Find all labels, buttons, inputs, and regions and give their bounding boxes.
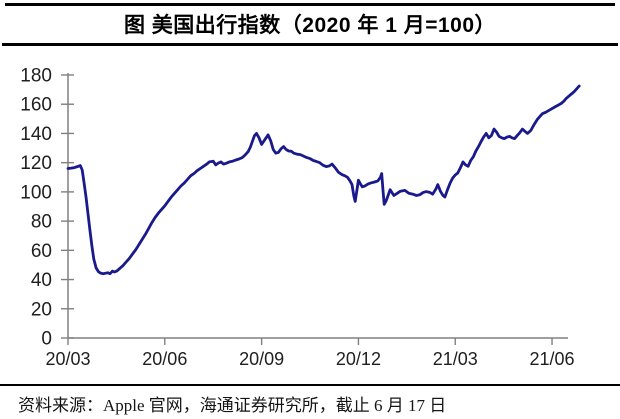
x-tick-label: 20/03	[45, 349, 90, 369]
y-tick-label: 100	[20, 182, 52, 203]
y-tick-label: 20	[31, 299, 52, 320]
title-divider-rule	[2, 43, 618, 46]
y-tick-label: 60	[31, 241, 52, 262]
footer-divider-rule	[0, 384, 620, 386]
y-tick-label: 120	[20, 153, 52, 174]
line-chart: 0 20 40 60 80 100 120 140 160 180 20/03 20/06 20/09 2…	[20, 66, 581, 369]
chart-title: 图 美国出行指数（2020 年 1 月=100）	[123, 14, 497, 37]
y-tick-label: 80	[31, 212, 52, 233]
y-tick-label: 140	[20, 124, 52, 145]
y-tick-label: 160	[20, 95, 52, 116]
x-tick-label: 21/03	[433, 349, 478, 369]
y-tick-label: 0	[41, 329, 52, 350]
y-tick-label: 180	[20, 66, 52, 87]
x-tick-label: 20/09	[239, 349, 284, 369]
source-note: 资料来源：Apple 官网，海通证券研究所，截止 6 月 17 日	[18, 396, 447, 415]
x-tick-label: 20/06	[142, 349, 187, 369]
top-border-rule	[5, 3, 615, 6]
x-tick-label: 21/06	[530, 349, 575, 369]
x-tick-label: 20/12	[336, 349, 381, 369]
index-line-series	[66, 84, 581, 276]
y-tick-label: 40	[31, 270, 52, 291]
